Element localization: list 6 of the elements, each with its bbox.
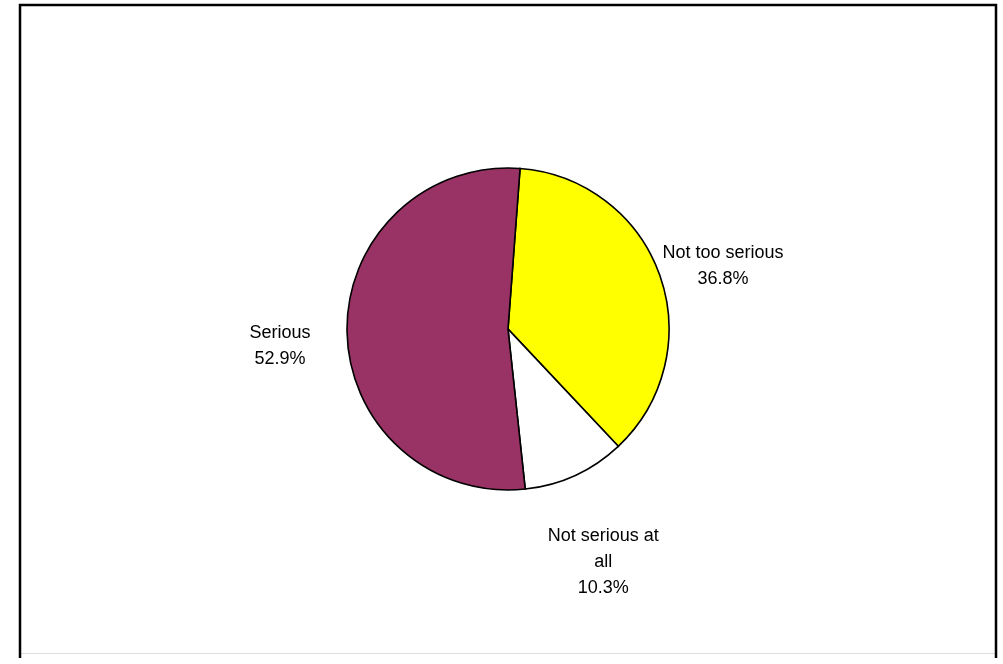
slice-label: Not too serious bbox=[662, 242, 784, 263]
data-label: 10.3% bbox=[577, 577, 629, 598]
slice-label: Not serious at all bbox=[547, 525, 659, 572]
data-label: 52.9% bbox=[254, 347, 306, 368]
slice-label: Serious bbox=[249, 321, 311, 342]
data-label: 36.8% bbox=[697, 268, 749, 289]
